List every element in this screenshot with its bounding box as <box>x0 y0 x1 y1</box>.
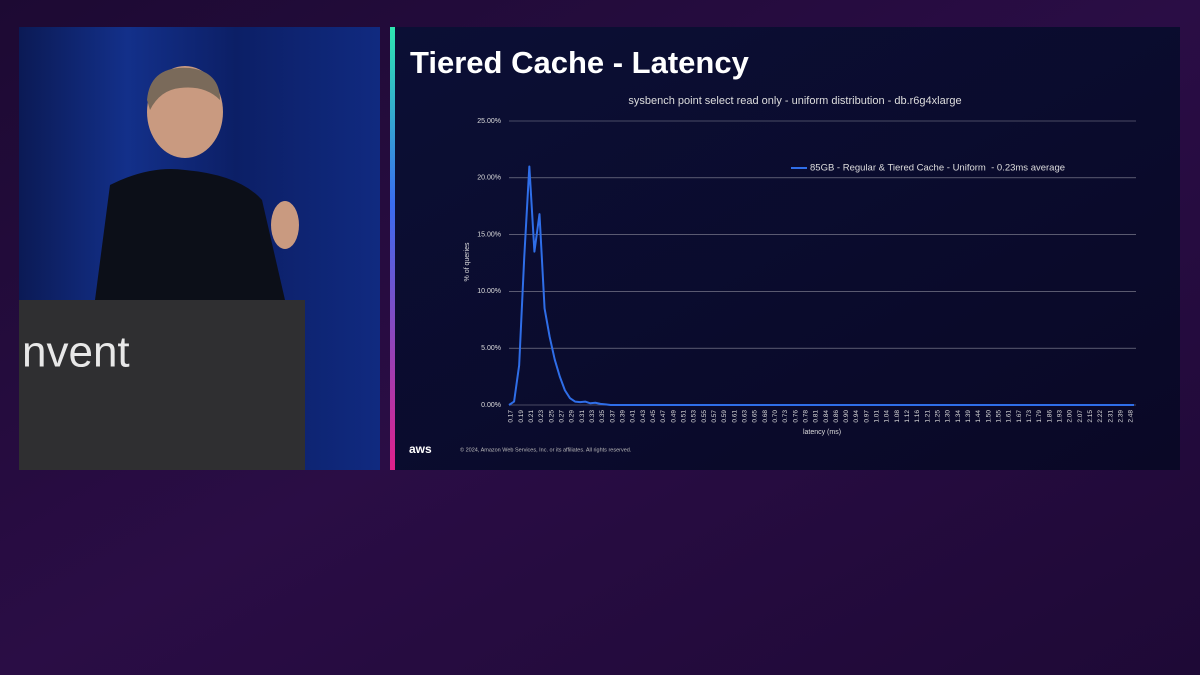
x-tick-label: 1.34 <box>955 410 962 423</box>
x-tick-label: 0.84 <box>823 410 830 423</box>
x-tick-label: 2.22 <box>1097 410 1104 423</box>
y-axis-label: % of queries <box>464 242 471 281</box>
speaker-hand <box>271 201 299 249</box>
x-tick-label: 1.04 <box>884 410 891 423</box>
podium-logo: nvent <box>22 328 130 377</box>
speaker-body <box>95 169 285 300</box>
x-tick-label: 2.07 <box>1077 410 1084 423</box>
slide <box>390 27 1180 470</box>
x-tick-label: 2.48 <box>1128 410 1135 423</box>
x-tick-label: 1.30 <box>945 410 952 423</box>
x-tick-label: 0.86 <box>833 410 840 423</box>
x-tick-label: 0.63 <box>741 410 748 423</box>
x-tick-label: 1.39 <box>965 410 972 423</box>
y-tick-label: 5.00% <box>481 345 501 352</box>
x-tick-label: 0.47 <box>660 410 667 423</box>
x-tick-label: 1.73 <box>1026 410 1033 423</box>
x-tick-label: 0.57 <box>711 410 718 423</box>
x-tick-label: 0.17 <box>508 410 515 423</box>
x-tick-label: 1.08 <box>894 410 901 423</box>
x-tick-label: 1.12 <box>904 410 911 423</box>
x-tick-label: 2.39 <box>1117 410 1124 423</box>
aws-logo: aws <box>409 442 432 456</box>
x-axis-label: latency (ms) <box>803 429 841 436</box>
x-tick-label: 0.19 <box>518 410 525 423</box>
y-tick-label: 20.00% <box>477 175 501 182</box>
x-tick-label: 0.73 <box>782 410 789 423</box>
x-tick-label: 0.76 <box>792 410 799 423</box>
x-tick-label: 0.39 <box>620 410 627 423</box>
x-tick-label: 1.16 <box>914 410 921 423</box>
x-tick-label: 0.31 <box>579 410 586 423</box>
x-tick-label: 2.31 <box>1107 410 1114 423</box>
x-tick-label: 1.01 <box>874 410 881 423</box>
x-tick-label: 0.94 <box>853 410 860 423</box>
x-tick-label: 0.70 <box>772 410 779 423</box>
x-tick-label: 1.86 <box>1046 410 1053 423</box>
x-tick-label: 1.50 <box>985 410 992 423</box>
x-tick-label: 0.41 <box>630 410 637 423</box>
x-tick-label: 1.93 <box>1056 410 1063 423</box>
x-tick-label: 0.81 <box>813 410 820 423</box>
x-tick-label: 1.21 <box>924 410 931 423</box>
x-tick-label: 0.23 <box>538 410 545 423</box>
speaker-hair <box>147 67 220 110</box>
x-tick-label: 0.21 <box>528 410 535 423</box>
x-tick-label: 0.65 <box>752 410 759 423</box>
x-tick-label: 1.67 <box>1016 410 1023 423</box>
x-tick-label: 0.61 <box>731 410 738 423</box>
x-tick-label: 0.43 <box>640 410 647 423</box>
copyright: © 2024, Amazon Web Services, Inc. or its… <box>460 446 632 453</box>
y-tick-label: 15.00% <box>477 231 501 238</box>
legend-label: 85GB - Regular & Tiered Cache - Uniform … <box>810 163 1065 174</box>
x-tick-label: 1.55 <box>996 410 1003 423</box>
x-tick-label: 0.55 <box>701 410 708 423</box>
x-tick-label: 0.53 <box>691 410 698 423</box>
slide-accent <box>390 27 395 470</box>
y-tick-label: 25.00% <box>477 118 501 125</box>
x-tick-label: 0.45 <box>650 410 657 423</box>
video-feed: nvent <box>19 27 380 470</box>
x-tick-label: 0.35 <box>599 410 606 423</box>
x-tick-label: 0.37 <box>609 410 616 423</box>
x-tick-label: 1.79 <box>1036 410 1043 423</box>
podium <box>19 300 305 470</box>
x-tick-label: 0.33 <box>589 410 596 423</box>
chart-title: sysbench point select read only - unifor… <box>628 95 961 107</box>
y-tick-label: 0.00% <box>481 402 501 409</box>
x-tick-label: 2.15 <box>1087 410 1094 423</box>
x-tick-label: 0.25 <box>548 410 555 423</box>
x-tick-label: 1.61 <box>1006 410 1013 423</box>
x-tick-label: 1.44 <box>975 410 982 423</box>
x-tick-label: 0.49 <box>670 410 677 423</box>
x-tick-label: 0.90 <box>843 410 850 423</box>
x-tick-label: 2.00 <box>1067 410 1074 423</box>
x-tick-label: 0.29 <box>569 410 576 423</box>
x-tick-label: 0.97 <box>863 410 870 423</box>
x-tick-label: 0.78 <box>802 410 809 423</box>
y-tick-label: 10.00% <box>477 288 501 295</box>
slide-title: Tiered Cache - Latency <box>410 45 750 80</box>
x-tick-label: 0.27 <box>559 410 566 423</box>
x-tick-label: 0.51 <box>680 410 687 423</box>
x-tick-label: 1.25 <box>935 410 942 423</box>
data-line <box>508 165 1134 406</box>
x-tick-label: 0.59 <box>721 410 728 423</box>
x-tick-label: 0.68 <box>762 410 769 423</box>
